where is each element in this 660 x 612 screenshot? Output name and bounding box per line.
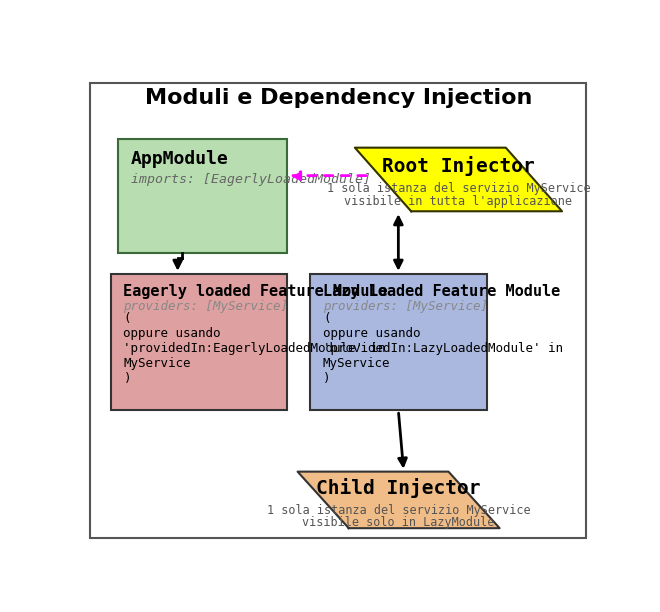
Text: visibile in tutta l'applicazione: visibile in tutta l'applicazione bbox=[345, 195, 572, 207]
Text: imports: [EagerlyLoadedModule]: imports: [EagerlyLoadedModule] bbox=[131, 173, 371, 186]
Text: Root Injector: Root Injector bbox=[382, 156, 535, 176]
Text: (
oppure usando
'providedIn:LazyLoadedModule' in
MyService
): ( oppure usando 'providedIn:LazyLoadedMo… bbox=[323, 312, 563, 386]
Text: Lazy Loaded Feature Module: Lazy Loaded Feature Module bbox=[323, 284, 560, 299]
Text: Moduli e Dependency Injection: Moduli e Dependency Injection bbox=[145, 88, 532, 108]
Text: 1 sola istanza del servizio MyService: 1 sola istanza del servizio MyService bbox=[327, 182, 590, 195]
FancyBboxPatch shape bbox=[310, 274, 486, 411]
Text: providers: [MyService]: providers: [MyService] bbox=[123, 300, 288, 313]
Text: (
oppure usando
'providedIn:EagerlyLoadedModule' in
MyService
): ( oppure usando 'providedIn:EagerlyLoade… bbox=[123, 312, 386, 386]
Text: AppModule: AppModule bbox=[131, 150, 229, 168]
Text: 1 sola istanza del servizio MyService: 1 sola istanza del servizio MyService bbox=[267, 504, 531, 517]
Text: providers: [MyService]: providers: [MyService] bbox=[323, 300, 488, 313]
Polygon shape bbox=[298, 472, 500, 528]
Text: Eagerly loaded Feature Module: Eagerly loaded Feature Module bbox=[123, 284, 388, 299]
FancyBboxPatch shape bbox=[111, 274, 287, 411]
Text: visibile solo in LazyModule: visibile solo in LazyModule bbox=[302, 516, 495, 529]
Polygon shape bbox=[355, 147, 562, 211]
FancyBboxPatch shape bbox=[118, 140, 287, 253]
Text: Child Injector: Child Injector bbox=[316, 478, 481, 498]
